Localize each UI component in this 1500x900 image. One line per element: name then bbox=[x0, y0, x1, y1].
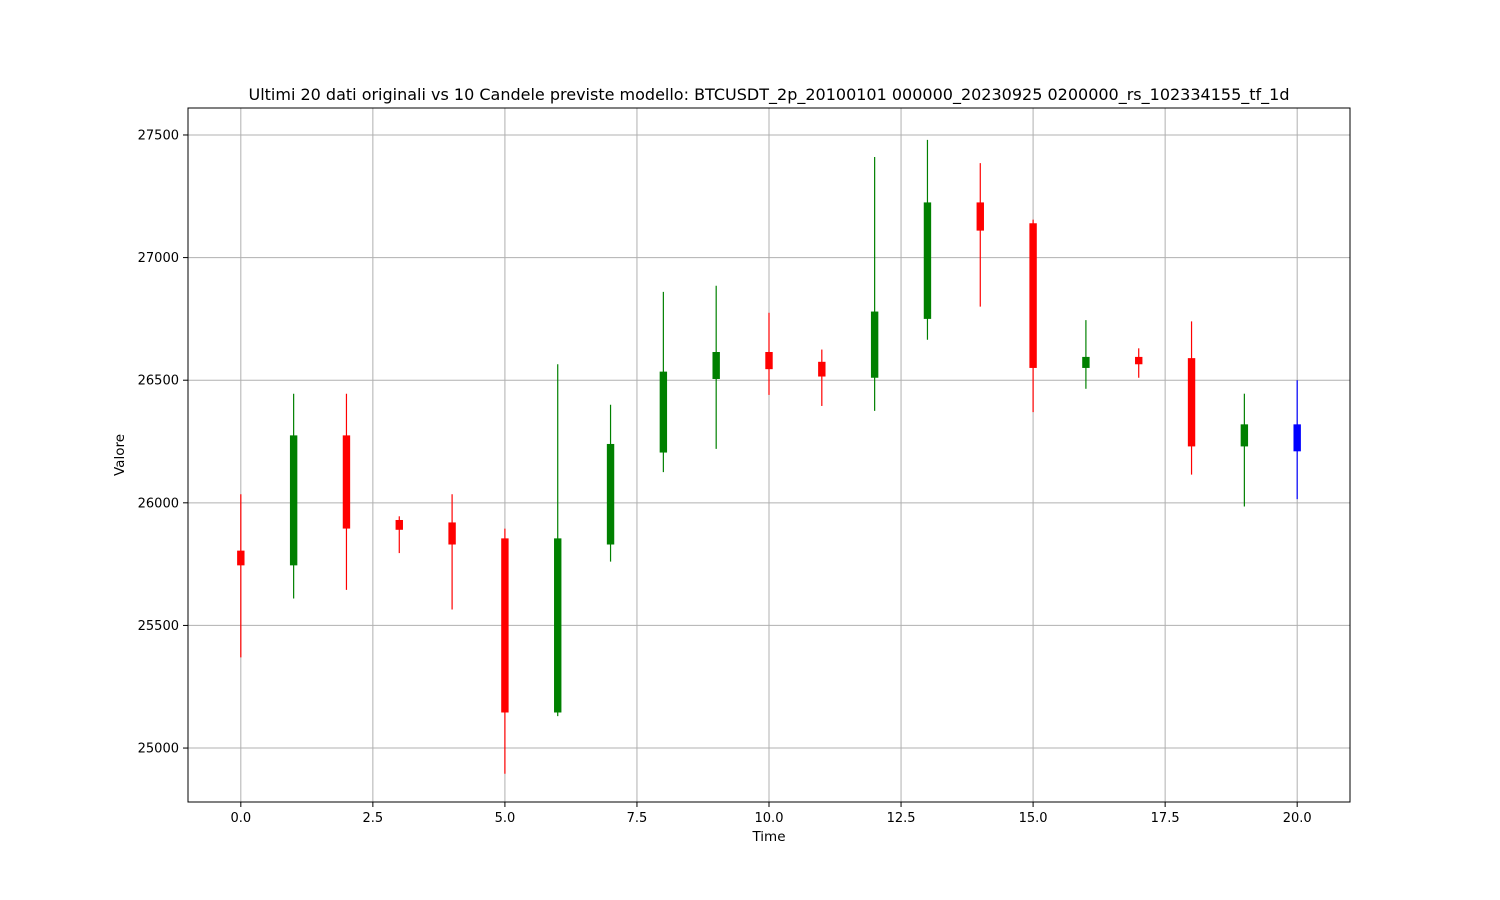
candle-body bbox=[870, 311, 879, 378]
x-tick-label: 20.0 bbox=[1283, 811, 1312, 826]
y-tick-label: 27500 bbox=[138, 128, 179, 143]
candle-body bbox=[923, 202, 932, 319]
candle-body bbox=[712, 352, 720, 379]
candle-body bbox=[1029, 223, 1037, 368]
candle-7 bbox=[606, 404, 615, 562]
candle-body bbox=[501, 538, 509, 713]
x-tick-label: 12.5 bbox=[887, 811, 916, 826]
candle-13 bbox=[923, 139, 932, 340]
candle-9 bbox=[712, 285, 720, 449]
candle-12 bbox=[870, 157, 879, 411]
y-tick-label: 25000 bbox=[138, 742, 179, 757]
candle-1 bbox=[289, 393, 298, 599]
candle-4 bbox=[448, 494, 456, 610]
candle-15 bbox=[1029, 219, 1037, 413]
candle-17 bbox=[1135, 348, 1143, 378]
candle-14 bbox=[976, 163, 984, 307]
candle-body bbox=[1240, 424, 1249, 447]
candle-body bbox=[289, 435, 298, 566]
x-axis-label: Time bbox=[751, 829, 785, 845]
candle-body bbox=[1187, 358, 1196, 447]
x-tick-label: 10.0 bbox=[755, 811, 784, 826]
candle-body bbox=[1135, 356, 1143, 365]
candle-body bbox=[976, 202, 984, 231]
candle-body bbox=[765, 352, 773, 370]
candle-body bbox=[237, 550, 245, 566]
candle-body bbox=[818, 361, 826, 377]
candle-6 bbox=[554, 364, 562, 717]
candle-0 bbox=[237, 494, 245, 658]
candle-body bbox=[448, 522, 456, 545]
x-axis-ticks: 0.0 2.5 5.0 7.5 10.0 12.5 15.0 17.5 20.0 bbox=[230, 802, 1312, 826]
y-tick-label: 25500 bbox=[138, 619, 179, 634]
candle-19 bbox=[1240, 393, 1249, 507]
x-tick-label: 7.5 bbox=[627, 811, 648, 826]
candle-body bbox=[554, 538, 562, 713]
x-tick-label: 2.5 bbox=[363, 811, 384, 826]
candle-2 bbox=[342, 393, 351, 590]
candle-body bbox=[395, 519, 403, 530]
y-tick-label: 27000 bbox=[138, 251, 179, 266]
candle-body bbox=[342, 435, 351, 529]
chart-title: Ultimi 20 dati originali vs 10 Candele p… bbox=[248, 85, 1289, 105]
candle-body bbox=[606, 443, 615, 545]
candle-10 bbox=[765, 312, 773, 395]
grid-lines bbox=[188, 108, 1350, 802]
candle-body bbox=[1293, 424, 1301, 452]
candle-body bbox=[659, 371, 668, 453]
candle-20 bbox=[1293, 380, 1301, 500]
y-axis-label: Valore bbox=[112, 434, 128, 476]
candle-body bbox=[1082, 356, 1090, 368]
candle-18 bbox=[1187, 321, 1196, 475]
y-tick-label: 26500 bbox=[138, 374, 179, 389]
y-axis-ticks: 25000 25500 26000 26500 27000 27500 bbox=[138, 128, 188, 757]
candle-8 bbox=[659, 291, 668, 473]
candle-11 bbox=[818, 349, 826, 406]
x-tick-label: 0.0 bbox=[230, 811, 251, 826]
x-tick-label: 5.0 bbox=[495, 811, 516, 826]
candle-5 bbox=[501, 528, 509, 774]
y-tick-label: 26000 bbox=[138, 496, 179, 511]
x-tick-label: 15.0 bbox=[1019, 811, 1048, 826]
candle-16 bbox=[1082, 320, 1090, 389]
candle-3 bbox=[395, 516, 403, 554]
candles bbox=[237, 139, 1301, 774]
x-tick-label: 17.5 bbox=[1151, 811, 1180, 826]
